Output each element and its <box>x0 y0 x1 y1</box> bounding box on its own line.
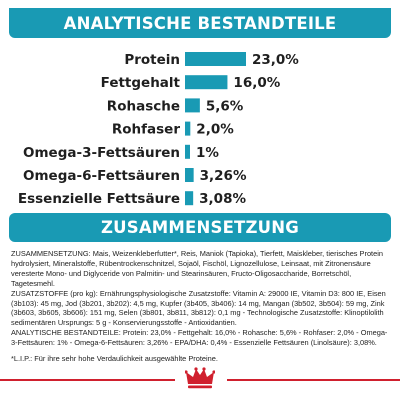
additives-paragraph: ZUSATZSTOFFE (pro kg): Ernährungsphysiol… <box>11 288 386 328</box>
bar <box>185 52 246 66</box>
lip-footnote: *L.I.P.: Für ihre sehr hohe Verdaulichke… <box>11 354 218 364</box>
category-label: Rohasche <box>107 98 180 114</box>
bar <box>185 168 194 182</box>
composition-banner: ZUSAMMENSETZUNG <box>9 213 391 242</box>
value-label: 5,6% <box>206 98 244 114</box>
value-label: 16,0% <box>233 75 280 91</box>
category-label: Protein <box>124 52 180 68</box>
value-label: 1% <box>196 145 219 161</box>
value-label: 23,0% <box>252 52 299 68</box>
value-label: 2,0% <box>196 122 234 138</box>
composition-text-block: ZUSAMMENSETZUNG: Mais, Weizenkleberfutte… <box>11 249 391 364</box>
bar <box>185 98 200 113</box>
bar <box>185 75 228 90</box>
ingredients-paragraph: ZUSAMMENSETZUNG: Mais, Weizenkleberfutte… <box>11 249 383 288</box>
category-label: Essenzielle Fettsäure <box>18 191 180 207</box>
value-label: 3,26% <box>200 168 247 184</box>
analytical-components-title: ANALYTISCHE BESTANDTEILE <box>63 13 337 33</box>
crown-icon <box>185 367 215 389</box>
bar <box>185 144 190 159</box>
composition-title: ZUSAMMENSETZUNG <box>100 218 300 237</box>
category-label: Rohfaser <box>112 122 180 138</box>
footer-line-left <box>0 379 175 381</box>
value-label: 3,08% <box>199 191 246 207</box>
bar <box>185 191 194 206</box>
analytical-paragraph: ANALYTISCHE BESTANDTEILE: Protein: 23,0%… <box>11 328 388 348</box>
nutrient-bar-chart: Protein 23,0% Fettgehalt 16,0% Rohasche 5,6% R… <box>18 52 299 207</box>
category-label: Fettgehalt <box>101 75 181 91</box>
category-label: Omega-3-Fettsäuren <box>23 145 180 161</box>
analytical-components-banner: ANALYTISCHE BESTANDTEILE <box>9 8 391 38</box>
footer-line-right <box>227 379 400 381</box>
bar <box>185 121 191 136</box>
category-label: Omega-6-Fettsäuren <box>23 168 180 184</box>
